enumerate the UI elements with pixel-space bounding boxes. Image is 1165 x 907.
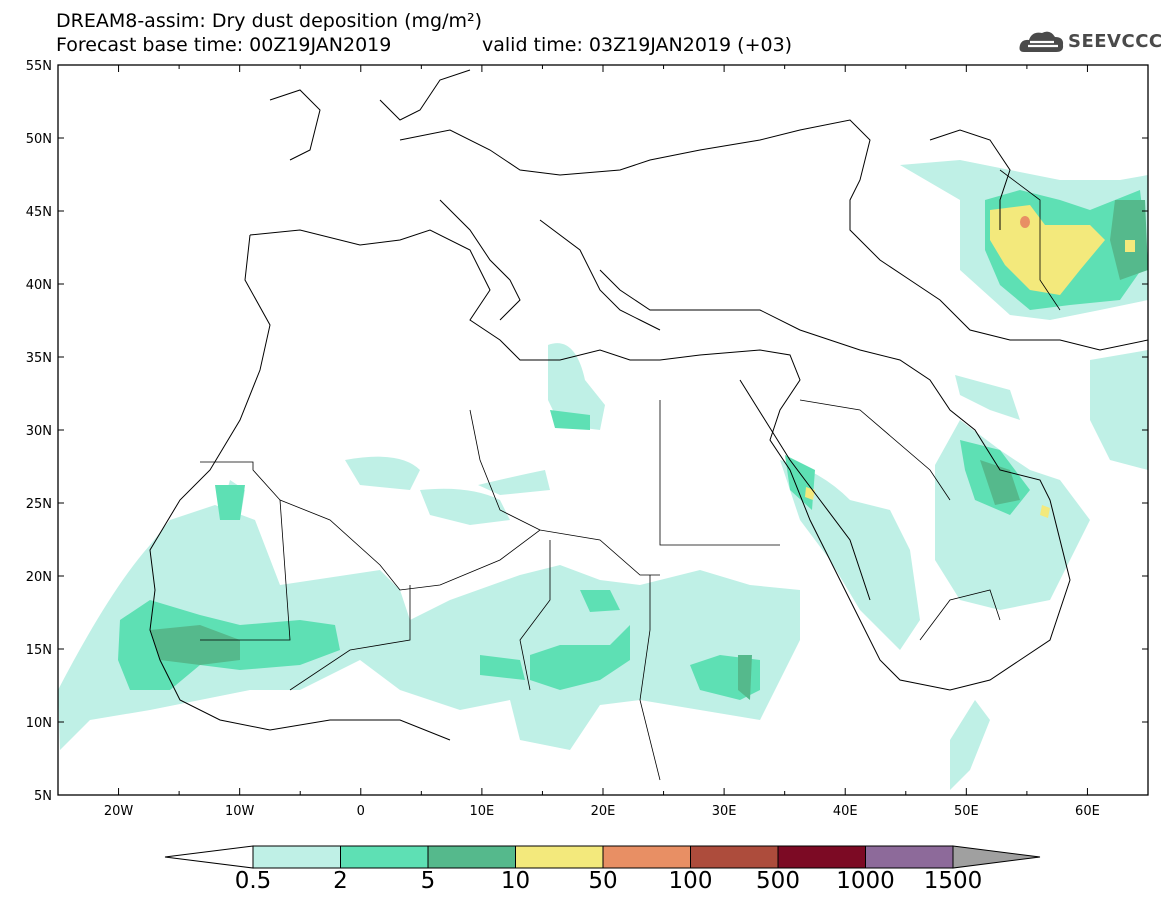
latitude-label: 20N — [26, 570, 52, 585]
map-title: DREAM8-assim: Dry dust deposition (mg/m²… — [56, 10, 483, 32]
valid-time: valid time: 03Z19JAN2019 (+03) — [482, 34, 793, 56]
latitude-label: 35N — [26, 351, 52, 366]
latitude-label: 55N — [26, 59, 52, 74]
colorbar-swatch — [690, 845, 779, 869]
latitude-label: 15N — [26, 643, 52, 658]
colorbar-level-label: 5 — [420, 868, 436, 894]
longitude-label: 10E — [470, 804, 495, 819]
longitude-label: 30E — [712, 804, 737, 819]
latitude-label: 5N — [34, 789, 52, 804]
latitude-label: 40N — [26, 278, 52, 293]
latitude-label: 45N — [26, 205, 52, 220]
colorbar-swatch — [602, 845, 691, 869]
dust-level-50-100 — [1020, 216, 1030, 228]
country-borders — [200, 169, 1061, 781]
latitude-label: 50N — [26, 132, 52, 147]
latitude-label: 10N — [26, 716, 52, 731]
latitude-label: 25N — [26, 497, 52, 512]
colorbar-level-label: 1500 — [923, 868, 983, 894]
longitude-labels: 20W 10W 0 10E 20E 30E 40E 50E 60E — [104, 804, 1100, 819]
colorbar — [164, 845, 1041, 869]
longitude-label: 40E — [833, 804, 858, 819]
colorbar-swatch — [777, 845, 866, 869]
dust-level-5-10 — [150, 200, 1148, 700]
coastlines — [149, 69, 1149, 741]
longitude-label: 0 — [357, 804, 365, 819]
latitude-labels: 55N 50N 45N 40N 35N 30N 25N 20N 15N 10N 5N — [26, 59, 52, 804]
longitude-label: 60E — [1075, 804, 1100, 819]
colorbar-level-label: 1000 — [836, 868, 895, 894]
colorbar-swatch — [252, 845, 341, 869]
colorbar-level-label: 10 — [500, 868, 531, 894]
dust-level-10-50 — [805, 205, 1135, 518]
colorbar-level-label: 50 — [588, 868, 618, 894]
colorbar-swatch — [865, 845, 954, 869]
colorbar-level-label: 500 — [756, 868, 800, 894]
colorbar-swatch — [515, 845, 604, 869]
colorbar-swatch — [340, 845, 429, 869]
colorbar-level-label: 0.5 — [234, 868, 272, 894]
latitude-label: 30N — [26, 424, 52, 439]
longitude-label: 20E — [591, 804, 616, 819]
colorbar-swatch — [427, 845, 516, 869]
cloud-icon — [1019, 31, 1064, 52]
longitude-label: 50E — [954, 804, 979, 819]
axis-ticks — [57, 64, 1149, 796]
colorbar-under-triangle — [164, 845, 254, 869]
longitude-label: 10W — [225, 804, 255, 819]
logo-text: SEEVCCC — [1068, 31, 1163, 52]
colorbar-level-label: 100 — [668, 868, 713, 894]
colorbar-over-triangle — [952, 845, 1041, 869]
forecast-base-time: Forecast base time: 00Z19JAN2019 — [56, 34, 392, 56]
longitude-label: 20W — [104, 804, 134, 819]
colorbar-level-label: 2 — [333, 868, 348, 894]
